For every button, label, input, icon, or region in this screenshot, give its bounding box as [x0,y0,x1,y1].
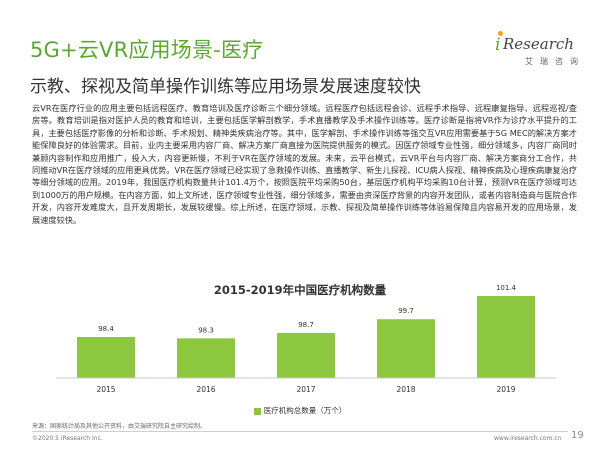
bar-2018 [377,319,435,378]
bar-value-label-2016: 98.3 [198,326,214,334]
page-subtitle: 示教、探视及简单操作训练等应用场景发展速度较快 [30,77,421,97]
chart-title: 2015-2019年中国医疗机构数量 [213,283,387,297]
page-title: 5G+云VR应用场景-医疗 [30,38,264,62]
source-note: 来源：国家统计局及其他公开资料，由艾瑞研究院自主研究绘制。 [32,423,207,430]
x-tick-label-2018: 2018 [396,385,415,394]
bars-layer: 98.4 98.3 98.7 99.7 101.4 [77,284,535,378]
logo-chinese: 艾瑞咨询 [525,57,585,66]
body-paragraph: 云VR在医疗行业的应用主要包括远程医疗、教育培训及医疗诊断三个细分领域。远程医疗… [32,103,577,225]
legend-swatch [253,407,261,415]
bar-2017 [277,332,335,378]
footer-divider [32,431,568,432]
chart-legend: 医疗机构总数量（万个） [0,405,600,416]
bar-value-label-2019: 101.4 [496,284,517,292]
legend-label: 医疗机构总数量（万个） [263,406,347,415]
bar-value-label-2017: 98.7 [298,321,314,329]
x-tick-label-2016: 2016 [196,385,215,394]
page-number: 19 [571,430,584,441]
bar-2019 [477,296,535,378]
x-tick-label-2019: 2019 [496,385,515,394]
bar-value-label-2015: 98.4 [98,325,114,333]
iresearch-logo: i Research 艾瑞咨询 [495,30,585,70]
x-tick-label-2017: 2017 [296,385,315,394]
bar-value-label-2018: 99.7 [398,307,414,315]
bar-2016 [177,338,235,378]
x-tick-label-2015: 2015 [96,385,115,394]
copyright: ©2020.5 iResearch Inc. [32,435,103,442]
ticks-layer: 2015 2016 2017 2018 2019 [96,385,515,394]
logo-wordmark: Research [503,35,574,53]
logo-dot-icon [498,31,503,36]
site-url: www.iresearch.com.cn [494,435,562,442]
bar-2015 [77,337,135,378]
logo-i: i [495,35,501,55]
